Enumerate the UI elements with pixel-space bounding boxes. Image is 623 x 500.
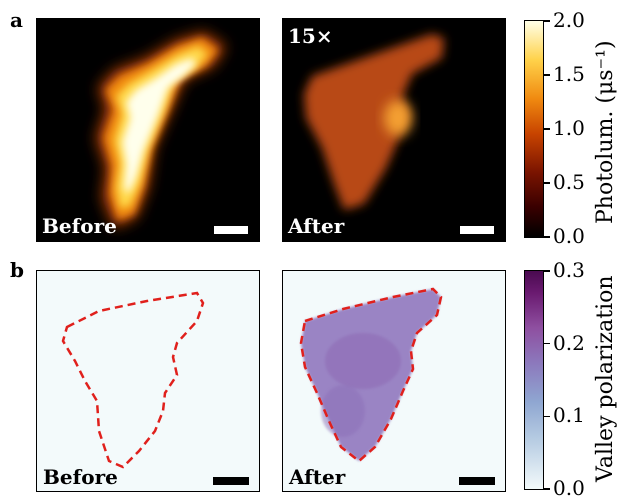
scale-bar: [459, 477, 495, 485]
label-after: After: [288, 214, 345, 238]
scale-bar: [214, 226, 248, 234]
photolum-tick-label: 1.0: [553, 116, 585, 140]
photolum-colorbar: [524, 20, 544, 238]
photolum-tick-mark: [544, 74, 550, 76]
valley-tick-mark: [544, 415, 550, 418]
valley-tick-label: 0.3: [553, 258, 585, 282]
magnification-label: 15×: [288, 24, 333, 48]
photolum-tick-mark: [544, 182, 550, 184]
valley-tick-mark: [544, 488, 550, 490]
valley-colorbar: [524, 270, 544, 490]
label-after: After: [289, 465, 346, 489]
scale-bar: [213, 477, 249, 485]
vp-before-image: Before: [36, 270, 260, 492]
label-before: Before: [43, 465, 118, 489]
valley-colorbar-title: Valley polarization: [593, 275, 618, 482]
valley-tick-label: 0.1: [553, 403, 585, 428]
pl-after-image: 15× After: [282, 18, 506, 242]
pl-after-flake: [304, 34, 494, 234]
photolum-tick-label: 1.5: [553, 62, 585, 86]
label-before: Before: [42, 214, 117, 238]
photolum-tick-mark: [544, 236, 550, 238]
photolum-colorbar-title: Photolum. (μs⁻¹): [593, 40, 618, 224]
valley-tick-label: 0.2: [553, 330, 585, 355]
panel-b-letter: b: [10, 258, 24, 282]
photolum-tick-label: 2.0: [553, 8, 585, 32]
flake-outline: [299, 287, 443, 463]
photolum-tick-label: 0.0: [553, 224, 585, 248]
valley-tick-label: 0.0: [553, 476, 585, 500]
photolum-title-text: Photolum. (μs⁻¹): [593, 40, 618, 224]
photolum-tick-label: 0.5: [553, 170, 585, 194]
scale-bar: [460, 226, 494, 234]
pl-before-flake: [96, 32, 248, 234]
photolum-tick-mark: [544, 20, 550, 22]
panel-a-letter: a: [10, 8, 23, 32]
vp-after-image: After: [282, 270, 506, 492]
pl-before-image: Before: [36, 18, 260, 242]
valley-tick-mark: [544, 270, 550, 272]
valley-tick-mark: [544, 342, 550, 345]
vp-after-svg: [299, 287, 495, 485]
vp-before-outline-svg: [61, 291, 249, 485]
photolum-tick-mark: [544, 128, 550, 130]
flake-outline: [61, 291, 205, 469]
